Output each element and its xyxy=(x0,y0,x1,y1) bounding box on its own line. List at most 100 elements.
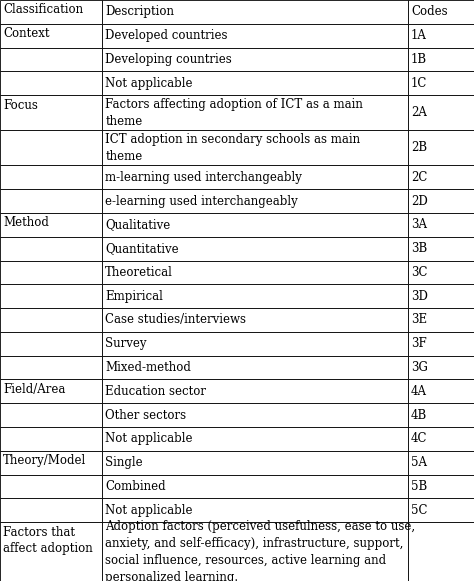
Text: Factors that
affect adoption: Factors that affect adoption xyxy=(3,526,93,554)
Text: 1C: 1C xyxy=(411,77,428,89)
Bar xyxy=(102,0,408,24)
Bar xyxy=(102,308,408,332)
Text: 4A: 4A xyxy=(411,385,427,398)
Text: Adoption factors (perceived usefulness, ease to use,
anxiety, and self-efficacy): Adoption factors (perceived usefulness, … xyxy=(105,519,415,581)
Bar xyxy=(0,0,102,24)
Text: Context: Context xyxy=(3,27,50,40)
Text: 2C: 2C xyxy=(411,171,428,184)
Text: m-learning used interchangeably: m-learning used interchangeably xyxy=(105,171,302,184)
Text: Survey: Survey xyxy=(105,337,147,350)
Bar xyxy=(102,356,408,379)
Bar xyxy=(0,332,102,356)
Bar xyxy=(102,166,408,189)
Bar xyxy=(102,522,408,581)
Bar xyxy=(0,308,102,332)
Bar xyxy=(0,403,102,427)
Bar xyxy=(408,0,474,24)
Bar xyxy=(408,95,474,130)
Text: 3C: 3C xyxy=(411,266,428,279)
Bar xyxy=(0,475,102,498)
Bar xyxy=(102,498,408,522)
Bar xyxy=(408,24,474,48)
Text: 3G: 3G xyxy=(411,361,428,374)
Text: 3A: 3A xyxy=(411,218,427,231)
Bar xyxy=(408,166,474,189)
Bar xyxy=(408,475,474,498)
Text: Developing countries: Developing countries xyxy=(105,53,232,66)
Bar xyxy=(0,356,102,379)
Text: Quantitative: Quantitative xyxy=(105,242,179,255)
Text: Theory/Model: Theory/Model xyxy=(3,454,87,467)
Bar xyxy=(0,498,102,522)
Bar xyxy=(0,236,102,260)
Bar xyxy=(0,95,102,130)
Bar xyxy=(0,24,102,48)
Bar xyxy=(102,48,408,71)
Bar xyxy=(408,189,474,213)
Text: 2A: 2A xyxy=(411,106,427,119)
Text: Qualitative: Qualitative xyxy=(105,218,171,231)
Text: Case studies/interviews: Case studies/interviews xyxy=(105,314,246,327)
Text: 1A: 1A xyxy=(411,29,427,42)
Bar xyxy=(408,71,474,95)
Bar xyxy=(102,260,408,284)
Bar xyxy=(408,48,474,71)
Bar xyxy=(408,498,474,522)
Bar xyxy=(102,95,408,130)
Text: 3F: 3F xyxy=(411,337,427,350)
Text: Factors affecting adoption of ICT as a main
theme: Factors affecting adoption of ICT as a m… xyxy=(105,98,363,128)
Text: Theoretical: Theoretical xyxy=(105,266,173,279)
Bar xyxy=(408,451,474,475)
Bar xyxy=(0,189,102,213)
Text: Field/Area: Field/Area xyxy=(3,383,66,396)
Text: 4C: 4C xyxy=(411,432,428,446)
Bar xyxy=(0,427,102,451)
Bar xyxy=(0,48,102,71)
Bar xyxy=(0,379,102,403)
Bar xyxy=(408,522,474,581)
Bar xyxy=(408,332,474,356)
Text: Education sector: Education sector xyxy=(105,385,206,398)
Text: Other sectors: Other sectors xyxy=(105,408,186,422)
Bar xyxy=(408,308,474,332)
Text: 5A: 5A xyxy=(411,456,427,469)
Bar xyxy=(408,130,474,166)
Bar xyxy=(102,189,408,213)
Text: Developed countries: Developed countries xyxy=(105,29,228,42)
Bar xyxy=(102,71,408,95)
Bar xyxy=(0,522,102,581)
Text: ICT adoption in secondary schools as main
theme: ICT adoption in secondary schools as mai… xyxy=(105,133,360,163)
Bar xyxy=(102,451,408,475)
Bar xyxy=(102,236,408,260)
Bar xyxy=(408,284,474,308)
Bar xyxy=(102,332,408,356)
Bar xyxy=(0,284,102,308)
Bar xyxy=(102,475,408,498)
Bar xyxy=(102,213,408,236)
Bar xyxy=(0,213,102,236)
Text: 2D: 2D xyxy=(411,195,428,207)
Bar xyxy=(408,356,474,379)
Bar xyxy=(408,403,474,427)
Bar xyxy=(102,379,408,403)
Bar xyxy=(0,260,102,284)
Text: Not applicable: Not applicable xyxy=(105,432,193,446)
Bar xyxy=(0,166,102,189)
Text: e-learning used interchangeably: e-learning used interchangeably xyxy=(105,195,298,207)
Bar xyxy=(102,427,408,451)
Bar xyxy=(102,403,408,427)
Text: Combined: Combined xyxy=(105,480,166,493)
Text: Mixed-method: Mixed-method xyxy=(105,361,191,374)
Text: 3E: 3E xyxy=(411,314,427,327)
Text: Description: Description xyxy=(105,5,174,19)
Text: 3D: 3D xyxy=(411,290,428,303)
Bar xyxy=(408,260,474,284)
Text: 4B: 4B xyxy=(411,408,427,422)
Bar xyxy=(408,213,474,236)
Text: Codes: Codes xyxy=(411,5,447,19)
Bar xyxy=(102,130,408,166)
Text: 3B: 3B xyxy=(411,242,427,255)
Text: 2B: 2B xyxy=(411,141,427,155)
Text: Classification: Classification xyxy=(3,3,83,16)
Bar xyxy=(408,236,474,260)
